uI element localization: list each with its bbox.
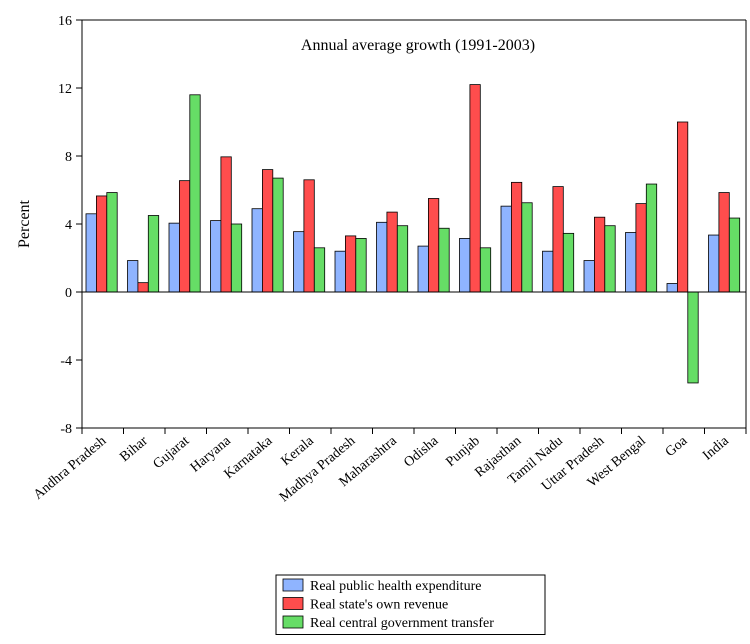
bars-layer xyxy=(85,84,741,384)
x-tick-label-15: Goa xyxy=(663,433,691,460)
y-tick-label-6: -4 xyxy=(60,354,72,369)
bar-1-5 xyxy=(251,208,263,293)
bar-1-6 xyxy=(293,231,305,293)
bar-2-9 xyxy=(427,198,440,293)
legend-swatch-1 xyxy=(282,578,304,592)
x-tick-label-1: Andhra Pradesh xyxy=(31,434,109,503)
bar-1-7 xyxy=(334,250,346,293)
bar-1-14 xyxy=(625,232,637,293)
y-axis-title: Percent xyxy=(16,199,33,248)
y-tick-label-4: 4 xyxy=(65,218,72,233)
bar-2-8 xyxy=(386,211,398,293)
bar-3-13 xyxy=(604,225,616,293)
legend-swatch-3 xyxy=(282,615,304,629)
bar-3-14 xyxy=(645,183,658,293)
bar-3-3 xyxy=(189,94,201,293)
bar-3-9 xyxy=(438,227,450,293)
y-tick-label-2: 12 xyxy=(58,82,72,97)
bar-2-2 xyxy=(137,282,149,293)
legend-label-2: Real state's own revenue xyxy=(310,598,448,613)
bar-1-2 xyxy=(127,260,139,293)
legend: Real public health expenditure Real state… xyxy=(275,574,546,635)
bar-3-16 xyxy=(728,217,741,293)
y-tick-label-1: 16 xyxy=(58,14,72,29)
bar-1-4 xyxy=(210,220,222,293)
bar-2-13 xyxy=(594,216,606,293)
bar-2-1 xyxy=(96,195,108,293)
y-tick-label-5: 0 xyxy=(65,286,72,301)
bar-2-4 xyxy=(220,156,232,293)
x-tick-label-9: Odisha xyxy=(401,433,442,470)
x-tick-label-2: Bihar xyxy=(117,433,151,465)
bar-2-7 xyxy=(344,235,357,293)
bar-2-14 xyxy=(635,203,647,293)
bar-1-3 xyxy=(168,222,180,293)
bar-3-7 xyxy=(355,238,367,293)
y-tick-label-7: -8 xyxy=(60,422,72,437)
bar-3-6 xyxy=(313,247,326,293)
x-tick-label-16: India xyxy=(700,433,732,463)
bar-1-16 xyxy=(708,234,720,293)
bar-1-10 xyxy=(459,238,471,293)
bar-3-8 xyxy=(396,225,409,293)
bar-3-5 xyxy=(272,177,284,293)
bar-1-12 xyxy=(542,250,554,293)
bar-3-15 xyxy=(687,291,699,384)
bar-1-11 xyxy=(500,205,512,293)
bar-1-13 xyxy=(583,260,595,293)
bar-2-12 xyxy=(552,186,564,293)
x-tick-label-3: Gujarat xyxy=(151,434,193,473)
bar-3-1 xyxy=(106,192,118,293)
bar-3-10 xyxy=(479,247,492,293)
bar-2-16 xyxy=(718,192,730,293)
bar-3-4 xyxy=(230,223,243,293)
bar-2-15 xyxy=(677,121,689,293)
bar-1-1 xyxy=(85,213,97,293)
legend-label-3: Real central government transfer xyxy=(310,616,494,631)
bar-2-6 xyxy=(303,179,315,293)
bar-2-3 xyxy=(178,180,191,293)
y-tick-label-3: 8 xyxy=(65,150,72,165)
bar-3-2 xyxy=(147,215,160,293)
legend-swatch-2 xyxy=(282,597,304,610)
chart-title: Annual average growth (1991-2003) xyxy=(301,37,535,54)
bar-3-11 xyxy=(521,202,533,293)
legend-label-1: Real public health expenditure xyxy=(310,579,481,594)
bar-2-11 xyxy=(510,181,523,293)
bar-2-5 xyxy=(261,169,274,293)
bar-1-15 xyxy=(666,283,678,293)
bar-1-8 xyxy=(376,221,388,293)
legend-box xyxy=(275,574,546,635)
bar-2-10 xyxy=(469,84,481,293)
bar-1-9 xyxy=(417,245,429,293)
bar-3-12 xyxy=(562,232,575,293)
